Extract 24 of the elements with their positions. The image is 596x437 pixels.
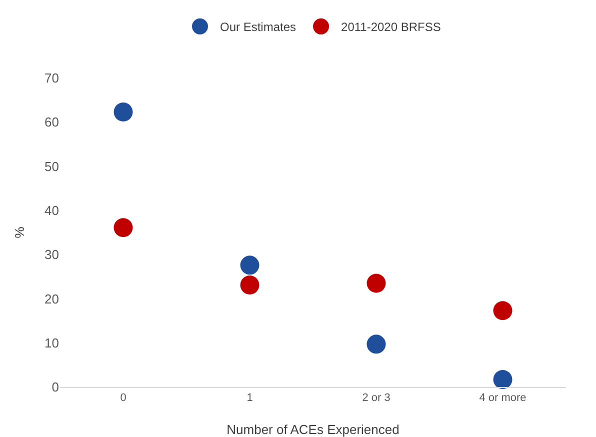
x-tick-label: 2 or 3 — [362, 392, 390, 404]
point — [240, 276, 260, 295]
y-tick-label: 40 — [44, 202, 59, 218]
point — [114, 218, 133, 238]
point — [493, 370, 512, 389]
x-tick-label: 1 — [246, 392, 253, 404]
point — [493, 301, 512, 320]
y-tick-label: 50 — [44, 158, 59, 174]
point — [114, 102, 133, 122]
point — [366, 334, 386, 354]
y-tick-label: 70 — [44, 70, 59, 86]
point — [240, 256, 260, 275]
y-tick-label: 30 — [44, 247, 59, 262]
legend-label: 2011-2020 BRFSS — [341, 20, 441, 34]
legend-label: Our Estimates — [220, 20, 296, 34]
point — [366, 274, 386, 293]
y-tick-label: 60 — [44, 114, 59, 130]
y-tick-label: 10 — [44, 335, 59, 350]
y-axis-title: % — [12, 226, 27, 238]
y-tick-label: 0 — [52, 380, 59, 395]
x-tick-label: 0 — [120, 392, 126, 404]
x-axis-title: Number of ACEs Experienced — [226, 422, 400, 437]
y-tick-label: 20 — [44, 291, 59, 306]
x-tick-label: 4 or more — [479, 392, 526, 404]
